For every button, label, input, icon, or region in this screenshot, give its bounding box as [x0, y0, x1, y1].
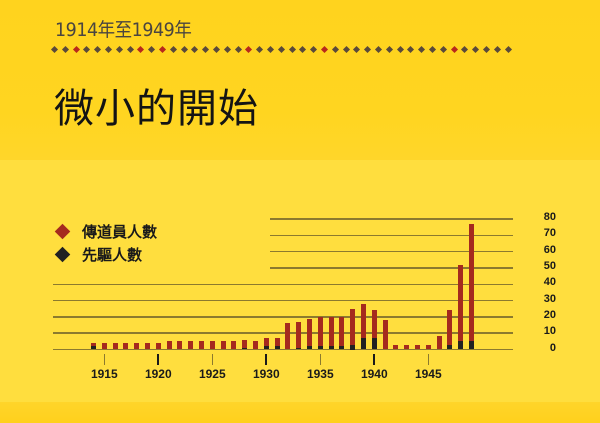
bar-1941	[382, 320, 388, 350]
legend-label: 傳道員人數	[82, 223, 158, 241]
bar-1925	[209, 341, 215, 350]
pioneer-segment	[242, 347, 248, 350]
bar-1916	[112, 342, 118, 350]
y-tick-label: 20	[543, 308, 556, 321]
bar-1915	[101, 342, 107, 350]
x-tick	[265, 354, 268, 365]
x-tick-label: 1940	[360, 367, 388, 381]
bar-1935	[317, 316, 323, 350]
y-tick-label: 30	[543, 292, 556, 305]
y-tick-label: 80	[543, 211, 556, 224]
bar-1928	[242, 339, 248, 350]
gridline	[53, 299, 513, 302]
pioneer-segment	[371, 338, 377, 350]
x-tick-label: 1945	[414, 367, 442, 381]
pioneer-segment	[274, 346, 280, 350]
y-tick-label: 70	[543, 227, 556, 240]
pioneer-segment	[317, 346, 323, 350]
gridline	[270, 267, 513, 269]
bar-1937	[339, 316, 345, 350]
bar-1949	[469, 223, 474, 350]
bar-1919	[145, 342, 150, 350]
header-band	[0, 0, 600, 160]
bar-1936	[328, 316, 334, 350]
pioneer-segment	[447, 344, 453, 350]
y-tick-label: 50	[543, 260, 556, 272]
pioneer-segment	[263, 346, 269, 350]
bar-1934	[307, 318, 312, 350]
bar-1940	[371, 310, 377, 350]
bar-1947	[447, 310, 453, 350]
y-tick-label: 40	[543, 276, 556, 289]
gridline	[270, 250, 513, 253]
pioneer-segment	[91, 346, 96, 350]
gridline	[53, 348, 513, 351]
legend-item-pioneers: 先驅人數	[54, 243, 157, 266]
x-tick	[373, 354, 376, 365]
x-tick	[157, 354, 160, 365]
y-tick-label: 60	[543, 243, 556, 256]
bar-1944	[415, 344, 420, 350]
bar-1942	[393, 344, 399, 350]
pioneer-segment	[458, 341, 464, 350]
gridline	[270, 234, 513, 237]
bar-1917	[123, 342, 129, 350]
y-tick-label: 10	[543, 325, 556, 338]
bar-1921	[166, 341, 172, 350]
pioneer-segment	[469, 341, 474, 350]
bar-1938	[350, 308, 356, 350]
x-tick	[319, 354, 321, 365]
pioneer-segment	[339, 346, 345, 350]
gridline	[53, 316, 513, 318]
bar-1931	[274, 338, 280, 350]
bar-1948	[458, 264, 464, 350]
pioneer-segment	[328, 346, 334, 350]
bar-1932	[285, 323, 291, 350]
x-tick	[103, 354, 105, 365]
footer-band	[0, 402, 600, 423]
bar-1918	[134, 342, 140, 350]
pioneer-segment	[350, 344, 356, 350]
x-tick	[427, 354, 429, 365]
x-tick-label: 1935	[306, 367, 334, 381]
legend: 傳道員人數 先驅人數	[54, 220, 157, 266]
bar-1927	[231, 341, 237, 350]
bar-1933	[296, 321, 302, 350]
bar-1926	[220, 341, 226, 350]
page-title: 微小的開始	[54, 86, 259, 132]
bar-1920	[155, 342, 161, 350]
bar-1914	[91, 342, 96, 350]
bar-1923	[188, 341, 194, 350]
bar-1939	[361, 303, 366, 350]
bar-1929	[253, 341, 258, 350]
legend-item-missionaries: 傳道員人數	[54, 220, 157, 243]
x-tick-label: 1925	[198, 367, 226, 381]
bar-1924	[199, 341, 204, 350]
x-tick-label: 1930	[252, 367, 280, 381]
y-tick-label: 0	[549, 341, 556, 354]
pioneer-segment	[361, 338, 366, 350]
gridline	[53, 332, 513, 334]
bar-1930	[263, 338, 269, 350]
bar-1945	[425, 344, 431, 350]
x-tick-label: 1920	[144, 367, 172, 381]
pioneer-segment	[307, 346, 312, 350]
bar-1922	[177, 341, 183, 350]
x-tick-label: 1915	[90, 367, 118, 381]
legend-label: 先驅人數	[82, 246, 143, 264]
x-tick	[211, 354, 213, 365]
bar-1946	[436, 336, 442, 350]
gridline	[53, 283, 513, 286]
bar-1943	[404, 344, 410, 350]
subtitle: 1914年至1949年	[55, 19, 192, 41]
pioneer-segment	[296, 347, 302, 350]
gridline	[270, 218, 513, 220]
